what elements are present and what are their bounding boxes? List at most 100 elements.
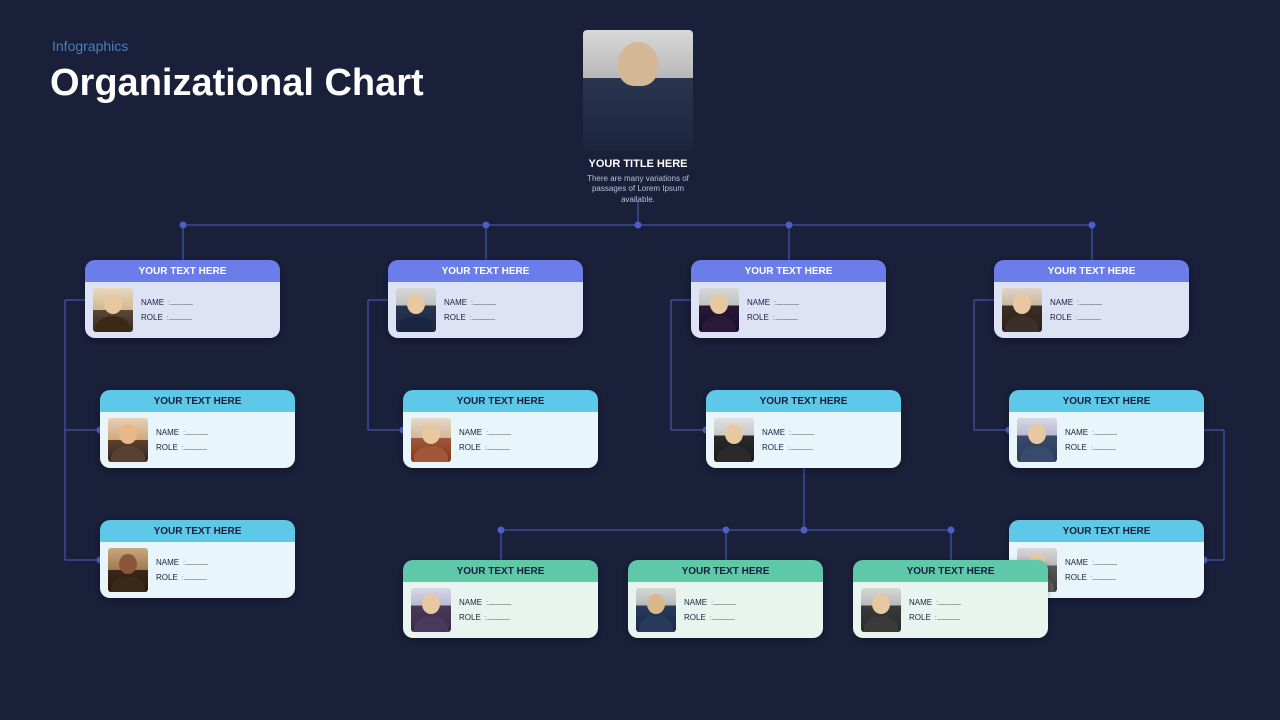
name-value: : ........................ bbox=[1077, 300, 1102, 307]
role-label: ROLE bbox=[444, 313, 466, 322]
card-header: YOUR TEXT HERE bbox=[691, 260, 886, 282]
role-label: ROLE bbox=[909, 613, 931, 622]
name-value: : ........................ bbox=[774, 300, 799, 307]
card-header: YOUR TEXT HERE bbox=[628, 560, 823, 582]
card-photo bbox=[699, 288, 739, 332]
org-card-c11: YOUR TEXT HERE NAME: ....................… bbox=[403, 560, 598, 638]
org-card-c13: YOUR TEXT HERENAME: ....................… bbox=[853, 560, 1048, 638]
role-value: : ........................ bbox=[788, 445, 813, 452]
card-header: YOUR TEXT HERE bbox=[388, 260, 583, 282]
role-value: : ........................ bbox=[1076, 315, 1101, 322]
card-body: NAME: ........................ROLE: ....… bbox=[706, 412, 901, 468]
role-label: ROLE bbox=[459, 443, 481, 452]
card-photo bbox=[396, 288, 436, 332]
name-value: : ........................ bbox=[936, 600, 961, 607]
card-header: YOUR TEXT HERE bbox=[100, 390, 295, 412]
card-info: NAME: ........................ROLE: ....… bbox=[459, 428, 511, 452]
role-value: : ........................ bbox=[710, 615, 735, 622]
name-label: NAME bbox=[444, 298, 467, 307]
name-value: : ........................ bbox=[183, 430, 208, 437]
role-value: : ........................ bbox=[485, 445, 510, 452]
name-label: NAME bbox=[156, 428, 179, 437]
name-label: NAME bbox=[762, 428, 785, 437]
name-label: NAME bbox=[1050, 298, 1073, 307]
name-label: NAME bbox=[684, 598, 707, 607]
name-value: : ........................ bbox=[183, 560, 208, 567]
card-info: NAME : ........................ ROLE : ....… bbox=[1065, 558, 1117, 582]
name-value: : ........................ bbox=[789, 430, 814, 437]
card-header: YOUR TEXT HERE bbox=[403, 560, 598, 582]
name-value: : ........................ bbox=[1092, 430, 1117, 437]
card-info: NAME: ........................ROLE: ....… bbox=[762, 428, 814, 452]
role-label: ROLE bbox=[1065, 573, 1087, 582]
card-body: NAME: ........................ROLE: ....… bbox=[853, 582, 1048, 638]
org-root-node: YOUR TITLE HERE There are many variation… bbox=[578, 30, 698, 205]
name-label: NAME bbox=[1065, 428, 1088, 437]
org-card-c4: YOUR TEXT HERENAME: ....................… bbox=[994, 260, 1189, 338]
org-card-c8: YOUR TEXT HERE NAME : ....................… bbox=[1009, 390, 1204, 468]
card-body: NAME: ........................ROLE: ....… bbox=[403, 582, 598, 638]
name-value: : ........................ bbox=[168, 300, 193, 307]
role-label: ROLE bbox=[1065, 443, 1087, 452]
name-value: : ........................ bbox=[711, 600, 736, 607]
role-label: ROLE bbox=[156, 443, 178, 452]
role-value: : ........................ bbox=[1091, 445, 1116, 452]
name-label: NAME bbox=[141, 298, 164, 307]
role-label: ROLE bbox=[684, 613, 706, 622]
org-card-c9: YOUR TEXT HERENAME: ....................… bbox=[100, 520, 295, 598]
root-title: YOUR TITLE HERE bbox=[578, 158, 698, 170]
role-value: : ........................ bbox=[773, 315, 798, 322]
card-photo bbox=[411, 588, 451, 632]
card-body: NAME : ........................ ROLE : ....… bbox=[100, 542, 295, 598]
card-info: NAME: ........................ROLE: ....… bbox=[141, 298, 193, 322]
root-photo bbox=[583, 30, 693, 150]
card-info: NAME: ........................ROLE: ....… bbox=[459, 598, 511, 622]
card-info: NAME : ........................ ROLE : ....… bbox=[1065, 428, 1117, 452]
org-card-c3: YOUR TEXT HERE NAME : ....................… bbox=[691, 260, 886, 338]
card-photo bbox=[93, 288, 133, 332]
card-photo bbox=[714, 418, 754, 462]
card-info: NAME: ........................ROLE: ....… bbox=[909, 598, 961, 622]
name-label: NAME bbox=[459, 428, 482, 437]
card-info: NAME : ........................ ROLE : ....… bbox=[156, 558, 208, 582]
card-info: NAME: ........................ROLE: ....… bbox=[444, 298, 496, 322]
card-info: NAME : ........................ ROLE : ....… bbox=[156, 428, 208, 452]
org-card-c1: YOUR TEXT HERE NAME : ....................… bbox=[85, 260, 280, 338]
card-info: NAME : ........................ ROLE : ....… bbox=[684, 598, 736, 622]
card-header: YOUR TEXT HERE bbox=[1009, 390, 1204, 412]
card-body: NAME: ........................ROLE: ....… bbox=[388, 282, 583, 338]
card-photo bbox=[411, 418, 451, 462]
card-info: NAME : ........................ ROLE : ....… bbox=[747, 298, 799, 322]
card-photo bbox=[1017, 418, 1057, 462]
name-label: NAME bbox=[459, 598, 482, 607]
root-description: There are many variations of passages of… bbox=[578, 174, 698, 205]
card-header: YOUR TEXT HERE bbox=[853, 560, 1048, 582]
role-label: ROLE bbox=[747, 313, 769, 322]
name-label: NAME bbox=[156, 558, 179, 567]
page-subtitle: Infographics bbox=[52, 38, 128, 54]
org-card-c5: YOUR TEXT HERE NAME : ....................… bbox=[100, 390, 295, 468]
card-body: NAME : ........................ ROLE : ....… bbox=[691, 282, 886, 338]
card-header: YOUR TEXT HERE bbox=[85, 260, 280, 282]
page-title: Organizational Chart bbox=[50, 62, 424, 105]
card-header: YOUR TEXT HERE bbox=[1009, 520, 1204, 542]
name-value: : ........................ bbox=[1092, 560, 1117, 567]
role-value: : ........................ bbox=[182, 445, 207, 452]
role-value: : ........................ bbox=[182, 575, 207, 582]
card-body: NAME : ........................ ROLE : ....… bbox=[100, 412, 295, 468]
role-label: ROLE bbox=[459, 613, 481, 622]
role-label: ROLE bbox=[1050, 313, 1072, 322]
card-body: NAME : ........................ ROLE : ....… bbox=[1009, 412, 1204, 468]
role-value: : ........................ bbox=[167, 315, 192, 322]
name-label: NAME bbox=[1065, 558, 1088, 567]
card-photo bbox=[1002, 288, 1042, 332]
card-info: NAME : ........................ ROLE : ....… bbox=[1050, 298, 1102, 322]
role-value: : ........................ bbox=[1091, 575, 1116, 582]
name-label: NAME bbox=[747, 298, 770, 307]
org-card-c7: YOUR TEXT HERE NAME : ....................… bbox=[706, 390, 901, 468]
card-photo bbox=[861, 588, 901, 632]
role-value: : ........................ bbox=[935, 615, 960, 622]
role-value: : ........................ bbox=[470, 315, 495, 322]
card-header: YOUR TEXT HERE bbox=[706, 390, 901, 412]
role-label: ROLE bbox=[156, 573, 178, 582]
